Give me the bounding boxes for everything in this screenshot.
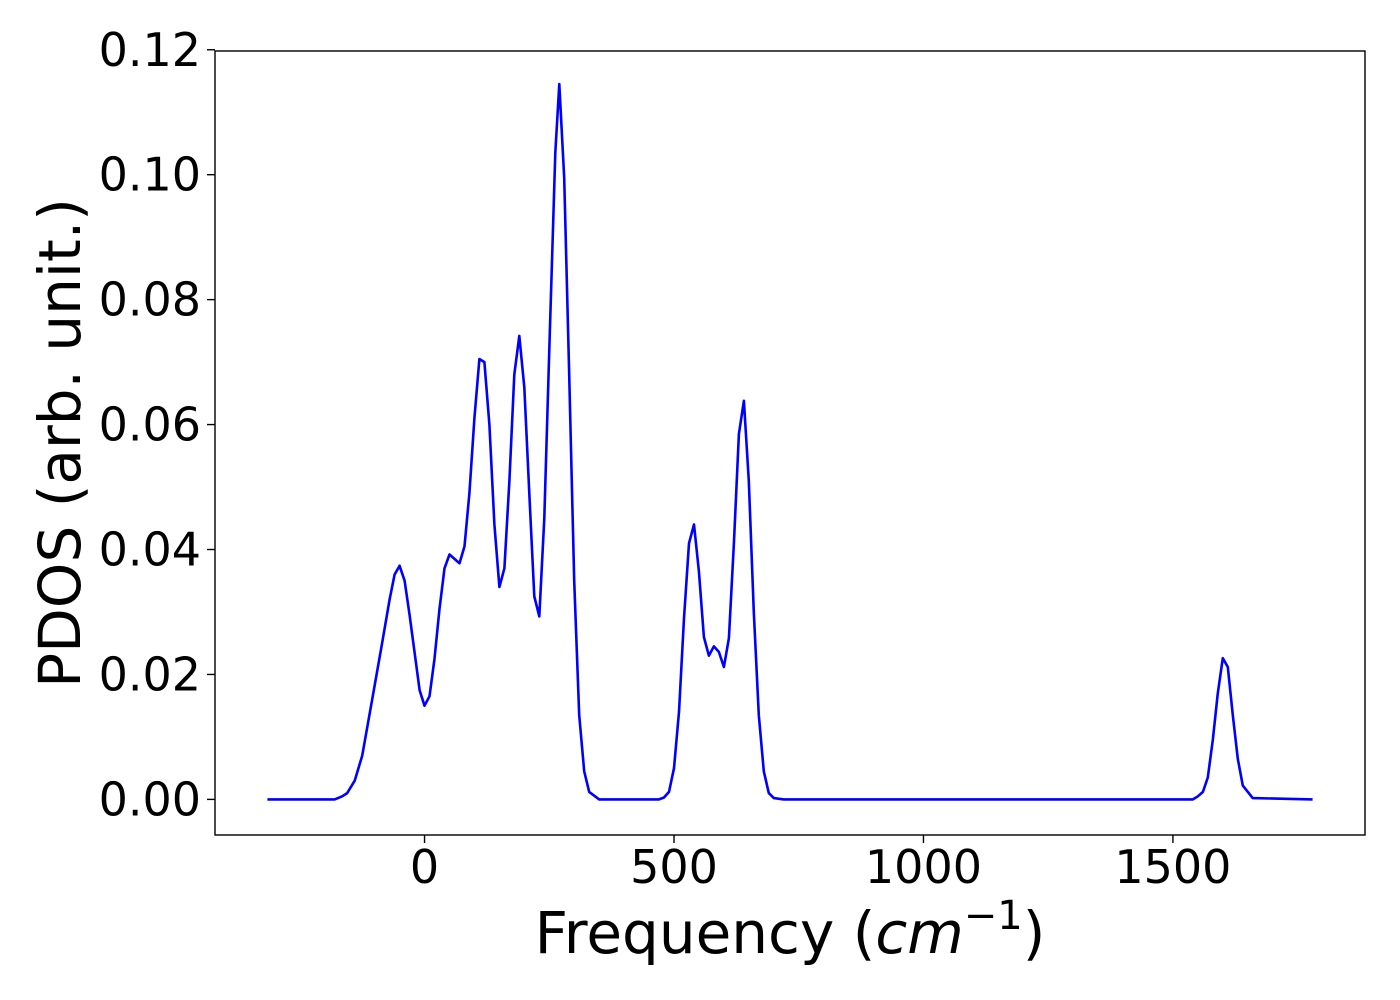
- x-tick-label: 500: [630, 840, 718, 894]
- x-axis-label-close: ): [1023, 899, 1046, 967]
- y-tick-label: 0.12: [99, 23, 201, 77]
- y-tick-label: 0.06: [99, 398, 201, 452]
- plot-frame: [214, 50, 1366, 836]
- y-tick-label: 0.04: [99, 523, 201, 577]
- x-tick-label: 0: [410, 840, 439, 894]
- y-tick-label: 0.10: [99, 148, 201, 202]
- y-tick-label: 0.08: [99, 273, 201, 327]
- x-axis-label: Frequency (cm−1): [535, 893, 1046, 967]
- series-layer: [267, 82, 1313, 801]
- series-line-0: [267, 82, 1313, 801]
- x-axis-label-main: Frequency (: [535, 899, 876, 967]
- x-tick-label: 1000: [865, 840, 982, 894]
- x-tick-label: 1500: [1114, 840, 1231, 894]
- y-axis-label: PDOS (arb. unit.): [26, 198, 94, 688]
- ticks-layer: 0 500 1000 1500 0.00 0.02 0.04 0.06 0.08 0.10 0.12: [99, 23, 1232, 894]
- x-axis-label-unit: cm: [875, 899, 963, 967]
- x-axis-label-exponent: −1: [964, 893, 1023, 939]
- y-tick-label: 0.00: [99, 772, 201, 826]
- y-tick-label: 0.02: [99, 647, 201, 701]
